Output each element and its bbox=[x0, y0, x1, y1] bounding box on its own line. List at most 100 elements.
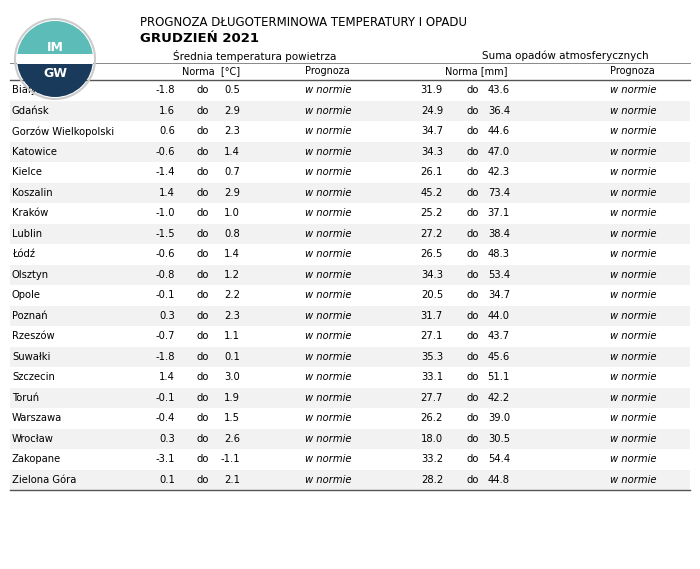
Text: -0.8: -0.8 bbox=[155, 270, 175, 280]
Text: 47.0: 47.0 bbox=[488, 147, 510, 156]
Text: 2.3: 2.3 bbox=[224, 126, 240, 136]
Text: do: do bbox=[467, 475, 480, 485]
Text: 42.3: 42.3 bbox=[488, 167, 510, 178]
Text: do: do bbox=[467, 290, 480, 300]
Text: do: do bbox=[197, 475, 209, 485]
Bar bbox=[10, 428, 690, 449]
Text: w normie: w normie bbox=[305, 270, 351, 280]
Text: w normie: w normie bbox=[610, 331, 657, 341]
Text: 31.9: 31.9 bbox=[421, 85, 443, 95]
Text: Poznań: Poznań bbox=[12, 311, 48, 321]
Text: 1.5: 1.5 bbox=[224, 413, 240, 423]
Bar bbox=[10, 203, 690, 224]
Text: w normie: w normie bbox=[610, 372, 657, 382]
Text: Kielce: Kielce bbox=[12, 167, 42, 178]
Text: 26.1: 26.1 bbox=[421, 167, 443, 178]
Text: 33.2: 33.2 bbox=[421, 454, 443, 464]
Text: 38.4: 38.4 bbox=[488, 229, 510, 239]
Text: w normie: w normie bbox=[305, 188, 351, 198]
Text: w normie: w normie bbox=[610, 126, 657, 136]
Bar bbox=[10, 183, 690, 203]
Text: 1.2: 1.2 bbox=[224, 270, 240, 280]
Text: 44.8: 44.8 bbox=[488, 475, 510, 485]
Text: Norma [mm]: Norma [mm] bbox=[445, 66, 507, 76]
Text: w normie: w normie bbox=[305, 352, 351, 362]
Text: do: do bbox=[467, 167, 480, 178]
Text: 27.1: 27.1 bbox=[421, 331, 443, 341]
Text: 20.5: 20.5 bbox=[421, 290, 443, 300]
Text: 0.3: 0.3 bbox=[160, 434, 175, 444]
Text: 3.0: 3.0 bbox=[224, 372, 240, 382]
Text: w normie: w normie bbox=[305, 126, 351, 136]
Text: 30.5: 30.5 bbox=[488, 434, 510, 444]
Text: w normie: w normie bbox=[305, 229, 351, 239]
Text: do: do bbox=[197, 188, 209, 198]
Bar bbox=[10, 285, 690, 306]
Text: 24.9: 24.9 bbox=[421, 106, 443, 116]
Text: Szczecin: Szczecin bbox=[12, 372, 55, 382]
Text: Kraków: Kraków bbox=[12, 208, 48, 218]
Bar bbox=[10, 162, 690, 183]
Bar bbox=[10, 224, 690, 244]
Text: w normie: w normie bbox=[610, 208, 657, 218]
Bar bbox=[10, 326, 690, 347]
Text: Opole: Opole bbox=[12, 290, 41, 300]
Text: w normie: w normie bbox=[610, 106, 657, 116]
Text: -0.6: -0.6 bbox=[155, 249, 175, 259]
Text: do: do bbox=[197, 167, 209, 178]
Text: w normie: w normie bbox=[305, 475, 351, 485]
Text: do: do bbox=[467, 413, 480, 423]
Text: 44.0: 44.0 bbox=[488, 311, 510, 321]
Text: 43.6: 43.6 bbox=[488, 85, 510, 95]
Text: 34.3: 34.3 bbox=[421, 147, 443, 156]
Bar bbox=[10, 387, 690, 408]
Text: w normie: w normie bbox=[305, 147, 351, 156]
Text: -1.8: -1.8 bbox=[155, 85, 175, 95]
Text: w normie: w normie bbox=[610, 475, 657, 485]
Text: do: do bbox=[197, 454, 209, 464]
Text: do: do bbox=[467, 372, 480, 382]
Text: 37.1: 37.1 bbox=[488, 208, 510, 218]
Bar bbox=[10, 449, 690, 469]
Text: Norma  [°C]: Norma [°C] bbox=[182, 66, 240, 76]
Text: w normie: w normie bbox=[305, 413, 351, 423]
Bar bbox=[10, 121, 690, 142]
Text: 1.4: 1.4 bbox=[159, 188, 175, 198]
Text: 31.7: 31.7 bbox=[421, 311, 443, 321]
Text: do: do bbox=[467, 208, 480, 218]
Text: 1.0: 1.0 bbox=[224, 208, 240, 218]
Text: w normie: w normie bbox=[305, 454, 351, 464]
Text: 25.2: 25.2 bbox=[421, 208, 443, 218]
Text: do: do bbox=[197, 434, 209, 444]
Text: w normie: w normie bbox=[305, 106, 351, 116]
Text: 34.7: 34.7 bbox=[488, 290, 510, 300]
Text: Koszalin: Koszalin bbox=[12, 188, 52, 198]
Text: -0.7: -0.7 bbox=[155, 331, 175, 341]
Text: IM: IM bbox=[47, 40, 64, 53]
Text: 45.2: 45.2 bbox=[421, 188, 443, 198]
Text: 51.1: 51.1 bbox=[488, 372, 510, 382]
Text: do: do bbox=[467, 434, 480, 444]
Wedge shape bbox=[17, 21, 93, 59]
Text: w normie: w normie bbox=[610, 270, 657, 280]
Text: do: do bbox=[197, 393, 209, 403]
Text: 1.4: 1.4 bbox=[224, 249, 240, 259]
Text: Łódź: Łódź bbox=[12, 249, 35, 259]
Text: PROGNOZA DŁUGOTERMINOWA TEMPERATURY I OPADU: PROGNOZA DŁUGOTERMINOWA TEMPERATURY I OP… bbox=[140, 16, 467, 29]
Text: do: do bbox=[197, 311, 209, 321]
Text: 44.6: 44.6 bbox=[488, 126, 510, 136]
Text: 2.6: 2.6 bbox=[224, 434, 240, 444]
Text: w normie: w normie bbox=[610, 413, 657, 423]
Text: 2.9: 2.9 bbox=[224, 188, 240, 198]
Text: do: do bbox=[197, 249, 209, 259]
Text: Prognoza: Prognoza bbox=[305, 66, 350, 76]
Text: do: do bbox=[197, 208, 209, 218]
Text: 26.5: 26.5 bbox=[421, 249, 443, 259]
Text: w normie: w normie bbox=[610, 229, 657, 239]
Bar bbox=[10, 244, 690, 265]
Text: Suwałki: Suwałki bbox=[12, 352, 50, 362]
Text: 34.3: 34.3 bbox=[421, 270, 443, 280]
Text: 0.1: 0.1 bbox=[224, 352, 240, 362]
Text: Katowice: Katowice bbox=[12, 147, 57, 156]
Text: w normie: w normie bbox=[610, 147, 657, 156]
